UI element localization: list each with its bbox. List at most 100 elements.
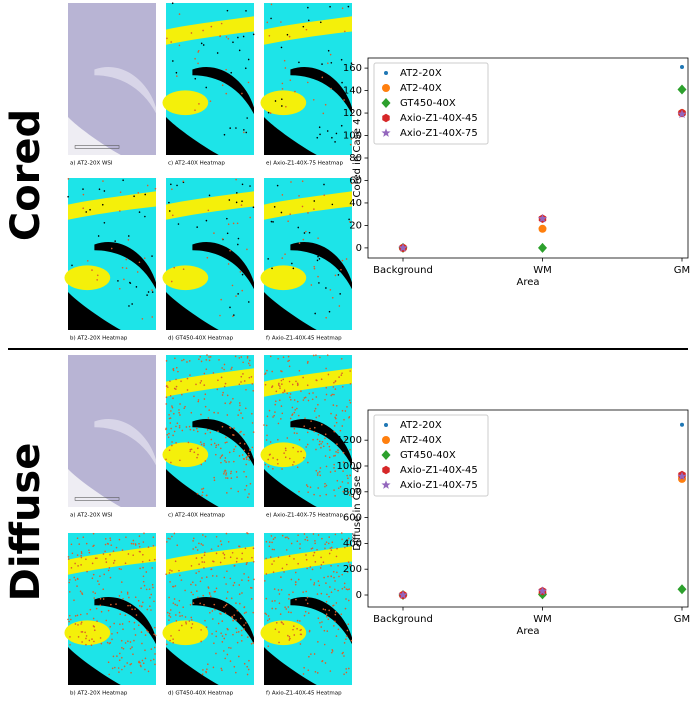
- heatmap-dot: [277, 589, 280, 591]
- heatmap-dot: [237, 237, 240, 240]
- heatmap-dot: [178, 426, 181, 429]
- heatmap-dot: [123, 665, 126, 668]
- heatmap-dot: [226, 217, 228, 220]
- heatmap-dot: [245, 622, 247, 624]
- heatmap-dot: [134, 608, 136, 611]
- heatmap-dot: [176, 422, 179, 425]
- heatmap-dot: [181, 359, 183, 362]
- heatmap-dot: [241, 92, 243, 95]
- heatmap-dot: [279, 613, 282, 615]
- panel-caption: c) AT2-40X Heatmap: [168, 513, 225, 519]
- heatmap-dot: [238, 584, 241, 586]
- heatmap-dot: [307, 491, 309, 494]
- y-axis-label: Diffuse in Case 4: [352, 466, 363, 551]
- heatmap-dot: [103, 573, 105, 576]
- heatmap-dot: [205, 576, 208, 578]
- heatmap-dot: [335, 417, 337, 420]
- heatmap-dot: [333, 625, 335, 627]
- heatmap-dot: [252, 389, 255, 392]
- heatmap-dot: [270, 220, 273, 223]
- heatmap-dot: [113, 559, 116, 562]
- heatmap-dot: [175, 71, 178, 74]
- heatmap-dot: [277, 462, 279, 465]
- heatmap-dot: [192, 581, 194, 584]
- heatmap-dot: [281, 98, 283, 101]
- heatmap-dot: [106, 641, 109, 644]
- hexagon-marker: [382, 465, 390, 475]
- heatmap-dot: [296, 540, 299, 543]
- heatmap-dot: [283, 452, 285, 454]
- image-panel: [162, 354, 255, 507]
- heatmap-dot: [272, 571, 275, 574]
- heatmap-dot: [347, 5, 350, 8]
- heatmap-dot: [100, 642, 103, 645]
- heatmap-dot: [313, 267, 316, 270]
- heatmap-dot: [344, 546, 346, 549]
- heatmap-dot: [276, 458, 279, 461]
- heatmap-dot: [320, 592, 323, 595]
- heatmap-dot: [320, 556, 322, 559]
- heatmap-dot: [235, 619, 237, 621]
- heatmap-dot: [80, 621, 83, 624]
- heatmap-dot: [274, 403, 277, 406]
- heatmap-dot: [94, 557, 97, 560]
- heatmap-dot: [175, 366, 178, 369]
- image-panel: [260, 354, 353, 507]
- heatmap-dot: [214, 74, 217, 77]
- heatmap-dot: [189, 450, 192, 453]
- heatmap-dot: [68, 614, 71, 617]
- heatmap-dot: [138, 550, 141, 553]
- heatmap-dot: [341, 259, 344, 262]
- heatmap-dot: [292, 446, 294, 449]
- heatmap-dot: [168, 417, 171, 420]
- heatmap-dot: [193, 429, 195, 431]
- heatmap-dot: [118, 287, 121, 290]
- heatmap-dot: [329, 547, 332, 550]
- heatmap-dot: [136, 271, 139, 273]
- heatmap-dot: [208, 194, 211, 197]
- heatmap-dot: [99, 575, 101, 578]
- heatmap-dot: [329, 471, 332, 473]
- heatmap-dot: [220, 632, 222, 635]
- heatmap-dot: [168, 596, 170, 599]
- heatmap-dot: [81, 641, 83, 643]
- heatmap-dot: [173, 266, 176, 269]
- heatmap-dot: [243, 624, 245, 626]
- heatmap-dot: [85, 643, 87, 646]
- heatmap-dot: [134, 634, 137, 636]
- heatmap-dot: [76, 614, 79, 617]
- heatmap-dot: [293, 432, 296, 434]
- heatmap-dot: [145, 588, 148, 591]
- heatmap-dot: [350, 182, 353, 185]
- tissue: [68, 355, 156, 507]
- heatmap-dot: [271, 607, 274, 610]
- heatmap-dot: [221, 635, 224, 637]
- heatmap-dot: [96, 274, 99, 277]
- heatmap-dot: [333, 393, 335, 396]
- heatmap-dot: [237, 630, 240, 633]
- heatmap-dot: [169, 569, 171, 571]
- heatmap-tissue: [166, 178, 254, 330]
- heatmap-dot: [209, 100, 212, 103]
- heatmap-dot: [235, 178, 237, 181]
- heatmap-dot: [178, 13, 181, 15]
- heatmap-dot: [200, 360, 203, 363]
- y-tick-label: 120: [343, 108, 362, 119]
- heatmap-dot: [178, 599, 181, 602]
- heatmap-dot: [319, 133, 321, 136]
- heatmap-dot: [194, 109, 196, 112]
- heatmap-dot: [322, 112, 325, 115]
- heatmap-dot: [120, 581, 123, 583]
- heatmap-dot: [221, 641, 224, 643]
- heatmap-dot: [280, 370, 282, 372]
- heatmap-dot: [192, 593, 194, 596]
- heatmap-dot: [325, 287, 327, 289]
- heatmap-dot: [306, 362, 309, 364]
- heatmap-dot: [250, 598, 253, 600]
- heatmap-dot: [195, 546, 197, 549]
- heatmap-dot: [233, 565, 236, 567]
- heatmap-dot: [178, 611, 181, 614]
- heatmap-dot: [292, 267, 295, 270]
- heatmap-dot: [196, 430, 199, 433]
- heatmap-dot: [327, 575, 329, 578]
